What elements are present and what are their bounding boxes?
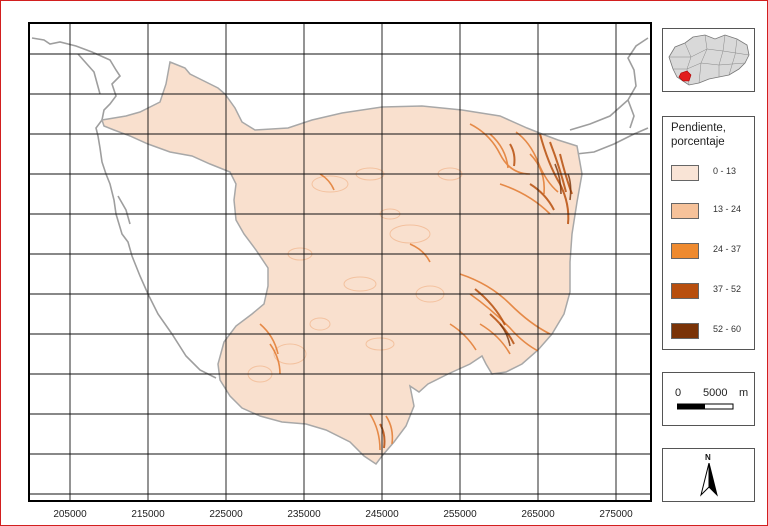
legend-swatch [671,165,699,181]
study-region [101,60,583,466]
scalebar-panel: 0 5000 m [662,372,755,426]
legend-swatch [671,323,699,339]
map-canvas [30,24,650,500]
legend-label: 13 - 24 [713,204,742,214]
north-label: N [705,453,711,462]
x-axis-label: 265000 [521,509,555,520]
locator-map [668,34,750,86]
north-arrow-panel: N [662,448,755,502]
legend-swatch [671,203,699,219]
legend-label: 37 - 52 [713,284,742,294]
y-axis-label: 4015000 [0,353,3,392]
scalebar-end-label: 5000 [703,387,728,399]
y-axis-label: 4035000 [0,193,3,232]
y-axis-label: 4005000 [0,433,3,472]
x-axis-label: 255000 [443,509,477,520]
legend-title-line1: Pendiente, [671,122,726,134]
scalebar-start-label: 0 [675,387,682,399]
north-arrow-icon [700,463,718,497]
locator-map-panel [662,28,755,92]
legend-title-line2: porcentaje [671,136,725,148]
legend-swatch [671,283,699,299]
legend-title: Pendiente, porcentaje [671,121,726,149]
x-axis-label: 275000 [599,509,633,520]
y-axis-label: 4025000 [0,273,3,312]
x-axis-label: 225000 [209,509,243,520]
legend-label: 52 - 60 [713,324,742,334]
x-axis-label: 215000 [131,509,165,520]
legend-panel: Pendiente, porcentaje 0 - 13 13 - 24 24 … [662,116,755,350]
legend-swatch [671,243,699,259]
x-axis-label: 205000 [53,509,87,520]
legend-label: 0 - 13 [713,166,737,176]
scalebar-graphic [677,403,734,410]
y-axis-label: 4055000 [0,33,3,72]
scalebar-unit-label: m [739,387,749,399]
y-axis-label: 4045000 [0,113,3,152]
x-axis-label: 245000 [365,509,399,520]
coordinate-grid [30,24,650,500]
x-axis-label: 235000 [287,509,321,520]
legend-label: 24 - 37 [713,244,742,254]
map-frame [28,22,652,502]
